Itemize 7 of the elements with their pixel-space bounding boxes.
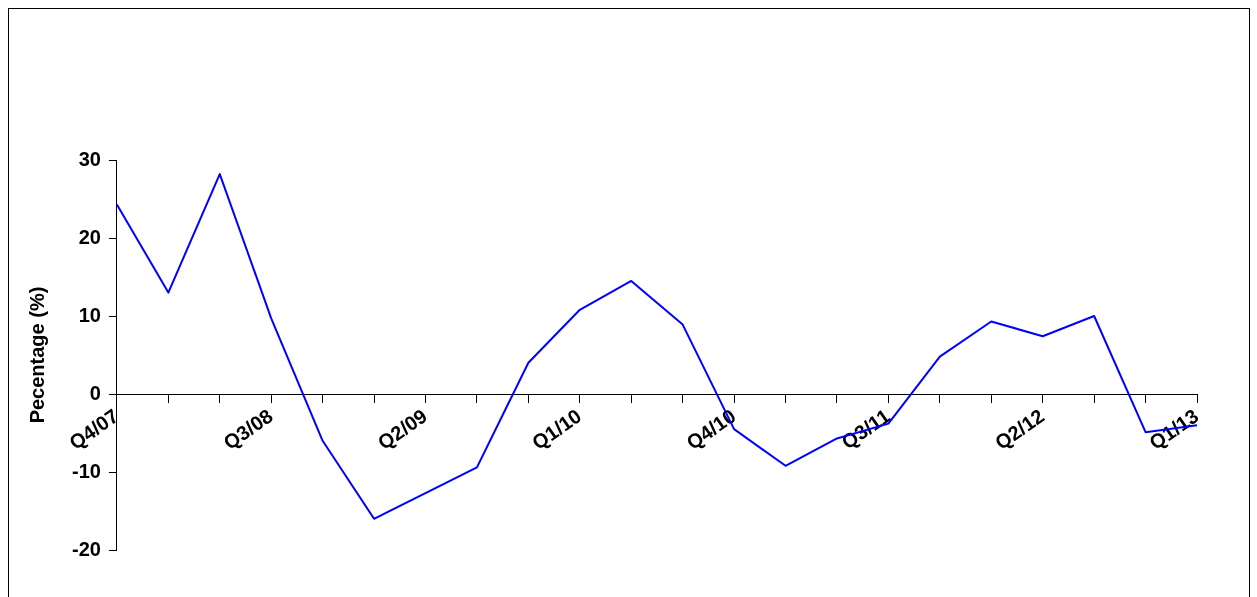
y-tick-label: 10 bbox=[78, 303, 101, 326]
y-tick-label: -10 bbox=[72, 459, 101, 482]
y-tick-label: 30 bbox=[78, 147, 101, 170]
y-tick-label: -20 bbox=[72, 537, 101, 560]
y-tick-label: 0 bbox=[89, 381, 101, 404]
y-tick-label: 20 bbox=[78, 225, 101, 248]
y-axis-title: Pecentage (%) bbox=[25, 286, 48, 424]
